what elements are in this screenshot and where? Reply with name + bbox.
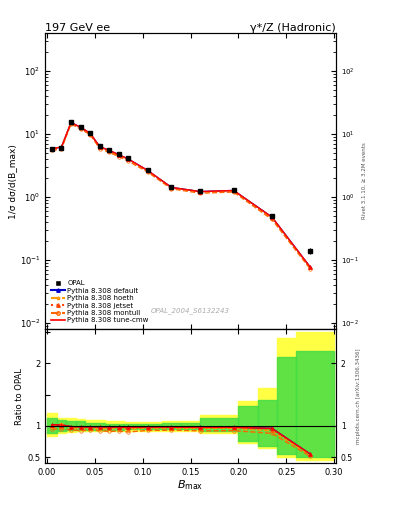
Y-axis label: 1/σ dσ/d(B_max): 1/σ dσ/d(B_max) xyxy=(8,144,17,219)
X-axis label: $B_{\mathrm{max}}$: $B_{\mathrm{max}}$ xyxy=(178,479,204,493)
Text: OPAL_2004_S6132243: OPAL_2004_S6132243 xyxy=(151,307,230,314)
Y-axis label: Ratio to OPAL: Ratio to OPAL xyxy=(15,368,24,424)
Y-axis label: Rivet 3.1.10, ≥ 3.2M events: Rivet 3.1.10, ≥ 3.2M events xyxy=(362,143,366,220)
Legend: OPAL, Pythia 8.308 default, Pythia 8.308 hoeth, Pythia 8.308 jetset, Pythia 8.30: OPAL, Pythia 8.308 default, Pythia 8.308… xyxy=(49,279,151,326)
Y-axis label: mcplots.cern.ch [arXiv:1306.3436]: mcplots.cern.ch [arXiv:1306.3436] xyxy=(356,348,361,444)
Text: 197 GeV ee: 197 GeV ee xyxy=(45,23,110,32)
Text: γ*/Z (Hadronic): γ*/Z (Hadronic) xyxy=(250,23,336,32)
